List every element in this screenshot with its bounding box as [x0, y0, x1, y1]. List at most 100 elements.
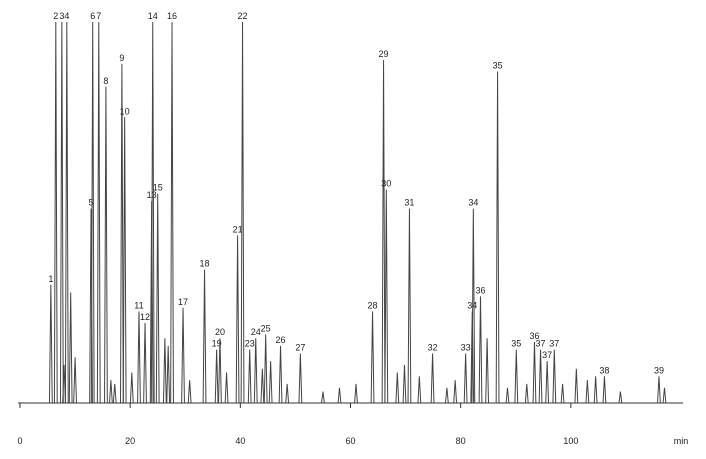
peak	[64, 21, 69, 404]
peak-label: 19	[212, 339, 222, 349]
peak-label: 5	[89, 198, 94, 208]
x-tick-label: 80	[456, 436, 466, 446]
peak-label: 21	[233, 224, 243, 234]
peak-label: 32	[428, 342, 438, 352]
peak-label: 7	[96, 11, 101, 21]
peak-label: 37	[549, 339, 559, 349]
peak-label: 25	[261, 323, 271, 333]
peak	[407, 208, 412, 404]
peak-label: 2	[53, 11, 58, 21]
peak	[137, 311, 141, 404]
peak	[574, 368, 579, 404]
peak	[247, 349, 252, 404]
peak	[48, 284, 53, 404]
peak-label: 6	[90, 11, 95, 21]
peak	[181, 307, 185, 404]
peak-label: 23	[245, 339, 255, 349]
peak	[108, 380, 113, 404]
peak-label: 14	[148, 11, 158, 21]
x-tick-label: 20	[125, 436, 135, 446]
peak-label: 9	[119, 53, 124, 63]
peak-label: 12	[140, 312, 150, 322]
peak-label: 27	[295, 342, 305, 352]
peak	[166, 345, 171, 404]
peak	[402, 364, 407, 404]
peak	[395, 372, 400, 404]
peak-label: 26	[276, 335, 286, 345]
peak	[552, 349, 557, 404]
peak	[268, 361, 273, 404]
peak	[285, 383, 290, 404]
peak	[657, 376, 661, 404]
peak-label: 28	[368, 301, 378, 311]
peak	[187, 380, 192, 404]
peak	[120, 63, 124, 404]
peak	[381, 60, 386, 404]
peak-label: 20	[215, 327, 225, 337]
peak	[263, 334, 268, 404]
peak	[150, 21, 155, 404]
peak	[538, 349, 543, 404]
peak	[129, 372, 134, 404]
peak	[240, 21, 245, 404]
peak-label: 3	[59, 11, 64, 21]
x-tick-label: 40	[235, 436, 245, 446]
peak-label: 8	[103, 76, 108, 86]
peak-label: 30	[381, 179, 391, 189]
peak	[354, 383, 358, 404]
peak	[53, 21, 58, 404]
peak	[224, 372, 229, 404]
peak	[545, 361, 550, 404]
peak	[235, 235, 240, 404]
peak	[73, 357, 77, 404]
peak	[68, 292, 73, 404]
peak	[417, 376, 422, 404]
peak-label: 33	[461, 342, 471, 352]
peak-label: 29	[379, 49, 389, 59]
peak	[560, 383, 565, 404]
peak	[122, 117, 127, 404]
peak	[444, 387, 449, 404]
peak	[155, 193, 160, 404]
peak	[463, 353, 468, 404]
peak-label: 37	[536, 339, 546, 349]
peak	[214, 349, 219, 404]
peak	[96, 21, 101, 404]
peak	[218, 338, 222, 404]
peak-label: 18	[200, 259, 210, 269]
peak	[370, 311, 375, 404]
peak	[170, 21, 174, 404]
peak	[104, 86, 108, 404]
peak	[505, 387, 510, 404]
peak	[202, 269, 207, 404]
peak-label: 35	[511, 339, 521, 349]
peak	[59, 21, 64, 404]
peak	[618, 391, 623, 404]
peak	[478, 296, 483, 404]
peak-label: 22	[238, 11, 248, 21]
peak-label: 35	[493, 61, 503, 71]
peak	[90, 21, 95, 404]
peak-label: 15	[153, 182, 163, 192]
peak	[430, 353, 435, 404]
peak-label: 36	[529, 331, 539, 341]
peak	[602, 376, 607, 404]
peak	[593, 376, 598, 404]
peak-label: 37	[542, 350, 552, 360]
peak-label: 38	[599, 365, 609, 375]
peak	[162, 338, 167, 404]
peak	[278, 345, 283, 404]
peak	[298, 353, 303, 404]
peak-label: 16	[167, 11, 177, 21]
peak	[524, 383, 529, 404]
peak	[337, 387, 342, 404]
peak-label: 17	[178, 297, 188, 307]
peak	[260, 368, 265, 404]
peak-label: 24	[251, 327, 261, 337]
x-tick-label: 100	[563, 436, 578, 446]
peak	[495, 71, 500, 404]
peak	[112, 383, 117, 404]
peak	[514, 349, 519, 404]
peak-label: 39	[654, 365, 664, 375]
